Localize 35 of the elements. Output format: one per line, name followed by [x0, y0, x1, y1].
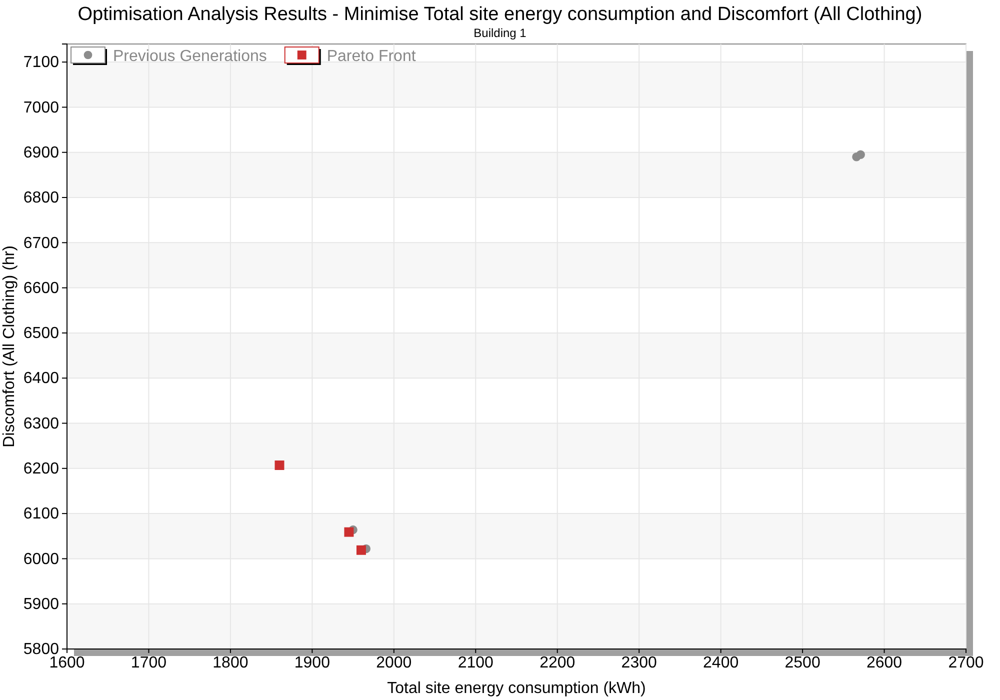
point — [856, 150, 865, 159]
y-tick-label: 7100 — [23, 54, 60, 72]
x-tick-label: 1700 — [130, 654, 167, 672]
x-tick-label: 2300 — [621, 654, 657, 672]
y-tick-label: 6400 — [23, 370, 60, 388]
y-tick-label: 6700 — [23, 234, 60, 252]
y-tick-label: 5900 — [23, 596, 60, 613]
x-tick-label: 2100 — [458, 654, 494, 672]
legend-label: Pareto Front — [326, 48, 416, 65]
x-tick-label: 1900 — [294, 654, 330, 672]
y-tick-label: 6500 — [23, 325, 60, 342]
y-tick-label: 6000 — [23, 550, 60, 568]
x-tick-label: 2500 — [784, 654, 820, 672]
x-tick-label: 2600 — [866, 654, 902, 672]
chart-title: Optimisation Analysis Results - Minimise Total site energy consumption and Discomfort (All Clothing) — [78, 4, 922, 25]
x-tick-label: 2400 — [703, 654, 739, 672]
y-tick-label: 6100 — [23, 506, 60, 523]
point — [356, 545, 366, 555]
legend-label: Previous Generations — [113, 48, 267, 65]
y-tick-label: 6900 — [23, 144, 60, 162]
x-tick-label: 2200 — [540, 654, 576, 672]
point — [274, 460, 284, 470]
chart-subtitle: Building 1 — [474, 26, 527, 40]
x-tick-label: 2000 — [376, 654, 412, 672]
y-tick-label: 7000 — [23, 99, 60, 116]
point — [344, 527, 354, 537]
y-axis-title: Discomfort (All Clothing) (hr) — [1, 246, 18, 448]
y-tick-label: 6200 — [23, 460, 60, 478]
y-tick-label: 6300 — [23, 415, 60, 432]
x-axis-title: Total site energy consumption (kWh) — [387, 680, 646, 697]
x-tick-label: 2700 — [948, 654, 984, 672]
y-tick-label: 6800 — [23, 190, 60, 207]
x-tick-label: 1800 — [212, 654, 248, 672]
y-tick-label: 6600 — [23, 280, 60, 297]
x-tick-label: 1600 — [49, 654, 85, 672]
